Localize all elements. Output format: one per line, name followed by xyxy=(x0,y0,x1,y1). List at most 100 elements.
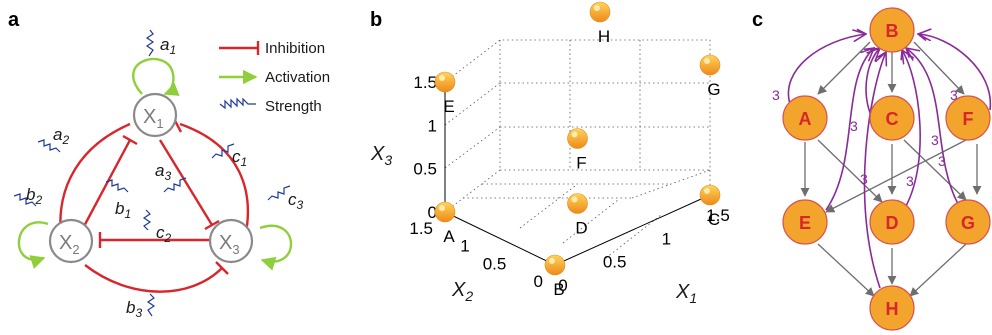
feedback-e-b xyxy=(825,48,874,211)
legend-strength-label: Strength xyxy=(265,98,322,115)
edge-weight-label: 3 xyxy=(906,173,914,189)
strength-b2 xyxy=(13,193,37,207)
edge-a-d xyxy=(817,139,883,203)
edge-weight-label: 3 xyxy=(950,87,958,103)
scatter-point-label: B xyxy=(553,280,564,299)
node-x2 xyxy=(48,218,94,264)
inhibition-x1-x3-inner xyxy=(158,139,214,226)
net-node-g xyxy=(945,199,991,245)
scatter-point xyxy=(434,201,456,223)
scatter-point xyxy=(544,254,566,276)
axis-ticks: 00.511.500.511.500.511.5 xyxy=(409,73,729,295)
net-node-f xyxy=(945,95,991,141)
legend-activation-label: Activation xyxy=(265,69,330,86)
scatter-point-highlight xyxy=(594,5,600,11)
net-node-c-label: C xyxy=(886,109,899,129)
legend-inhibition-label: Inhibition xyxy=(265,40,325,57)
net-node-a-label: A xyxy=(799,109,812,129)
edge-weight-label: 3 xyxy=(938,153,946,169)
scatter-point-highlight xyxy=(571,196,578,203)
node-x3 xyxy=(208,218,254,264)
scatter-point-highlight xyxy=(549,258,555,264)
inhibition-bar xyxy=(122,134,138,146)
param-a2: a2 xyxy=(53,125,69,147)
inhibition-bar xyxy=(204,219,220,231)
scatter-point xyxy=(699,54,721,76)
z-tick-label: 0.5 xyxy=(413,160,437,179)
x-tick-label: 0 xyxy=(558,276,567,295)
y-tick-label: 0.5 xyxy=(483,254,507,273)
net-node-b xyxy=(869,7,915,53)
scatter-points: A B C D E F G H xyxy=(434,1,721,299)
scatter-point xyxy=(567,193,588,214)
scatter-point-label: H xyxy=(598,27,610,46)
strength-b1 xyxy=(105,179,129,193)
y-tick-label: 1.5 xyxy=(409,219,433,238)
edge-weight-label: 3 xyxy=(931,132,939,148)
edge-c-g xyxy=(903,139,967,201)
scatter-point-label: D xyxy=(575,219,587,238)
edge-g-h xyxy=(909,243,967,297)
x-tick-label: 1 xyxy=(662,229,671,248)
inhibition-x2-x1-inner xyxy=(80,139,132,231)
feedback-f-b xyxy=(918,34,992,111)
activation-x2-self xyxy=(17,221,49,269)
node-x1 xyxy=(132,92,178,138)
param-a3: a3 xyxy=(155,161,171,183)
strength-a3 xyxy=(163,177,187,193)
net-node-h-label: H xyxy=(886,299,899,319)
panel-a: a X1 X2 X3 a1 a xyxy=(8,9,330,320)
strength-c2 xyxy=(142,209,152,231)
network-nodes: B A C F E D G H xyxy=(782,7,991,331)
strength-a1 xyxy=(145,29,155,57)
edge-b-a xyxy=(817,41,871,95)
param-c2: c2 xyxy=(156,223,172,245)
param-b2: b2 xyxy=(26,185,42,207)
z-axis-label: X3 xyxy=(370,143,392,168)
legend-strength-line xyxy=(219,97,256,110)
scatter-point-highlight xyxy=(439,75,445,81)
net-node-e xyxy=(782,199,828,245)
feedback-d-b xyxy=(902,50,921,207)
panel-c-label: c xyxy=(752,9,763,31)
param-a1: a1 xyxy=(160,35,176,57)
scatter-point-label: A xyxy=(443,227,455,246)
param-c1: c1 xyxy=(232,147,247,169)
x-axis-label: X1 xyxy=(675,281,697,306)
feedback-edges xyxy=(787,34,992,289)
scatter-point-label: F xyxy=(576,154,586,173)
scatter-point-highlight xyxy=(704,58,710,64)
inhibition-x2-x3-bottom xyxy=(84,264,223,293)
strength-b3 xyxy=(146,293,156,317)
edge-weight-label: 3 xyxy=(772,87,780,103)
axes-box xyxy=(444,39,711,275)
x-tick-label: 0.5 xyxy=(603,253,627,272)
edge-e-h xyxy=(817,243,875,297)
scatter-point-label: G xyxy=(707,80,720,99)
param-c3: c3 xyxy=(288,190,304,212)
panel-a-label: a xyxy=(8,9,20,31)
scatter-point xyxy=(434,71,456,93)
node-x3-label: X3 xyxy=(219,232,240,257)
panel-b-label: b xyxy=(370,9,382,31)
z-tick-label: 1.5 xyxy=(413,73,437,92)
scatter-point-highlight xyxy=(439,205,445,211)
net-node-g-label: G xyxy=(961,213,975,233)
y-axis-label: X2 xyxy=(451,279,473,304)
inhibition-x3-x1-outer xyxy=(179,122,249,239)
net-node-h xyxy=(869,285,915,331)
edge-weight-label: 3 xyxy=(850,118,858,134)
scatter-point-label: E xyxy=(443,97,454,116)
net-node-f-label: F xyxy=(963,109,974,129)
scatter-point-label: C xyxy=(708,210,720,229)
net-node-d xyxy=(869,199,915,245)
scatter-point xyxy=(699,184,721,206)
activation-x3-self xyxy=(259,224,293,271)
strength-c3 xyxy=(267,185,291,201)
y-tick-label: 0 xyxy=(534,272,543,291)
edge-weight-label: 3 xyxy=(860,171,868,187)
node-x1-label: X1 xyxy=(143,106,164,131)
scatter-point-highlight xyxy=(571,131,578,138)
inhibition-bar xyxy=(215,261,229,275)
